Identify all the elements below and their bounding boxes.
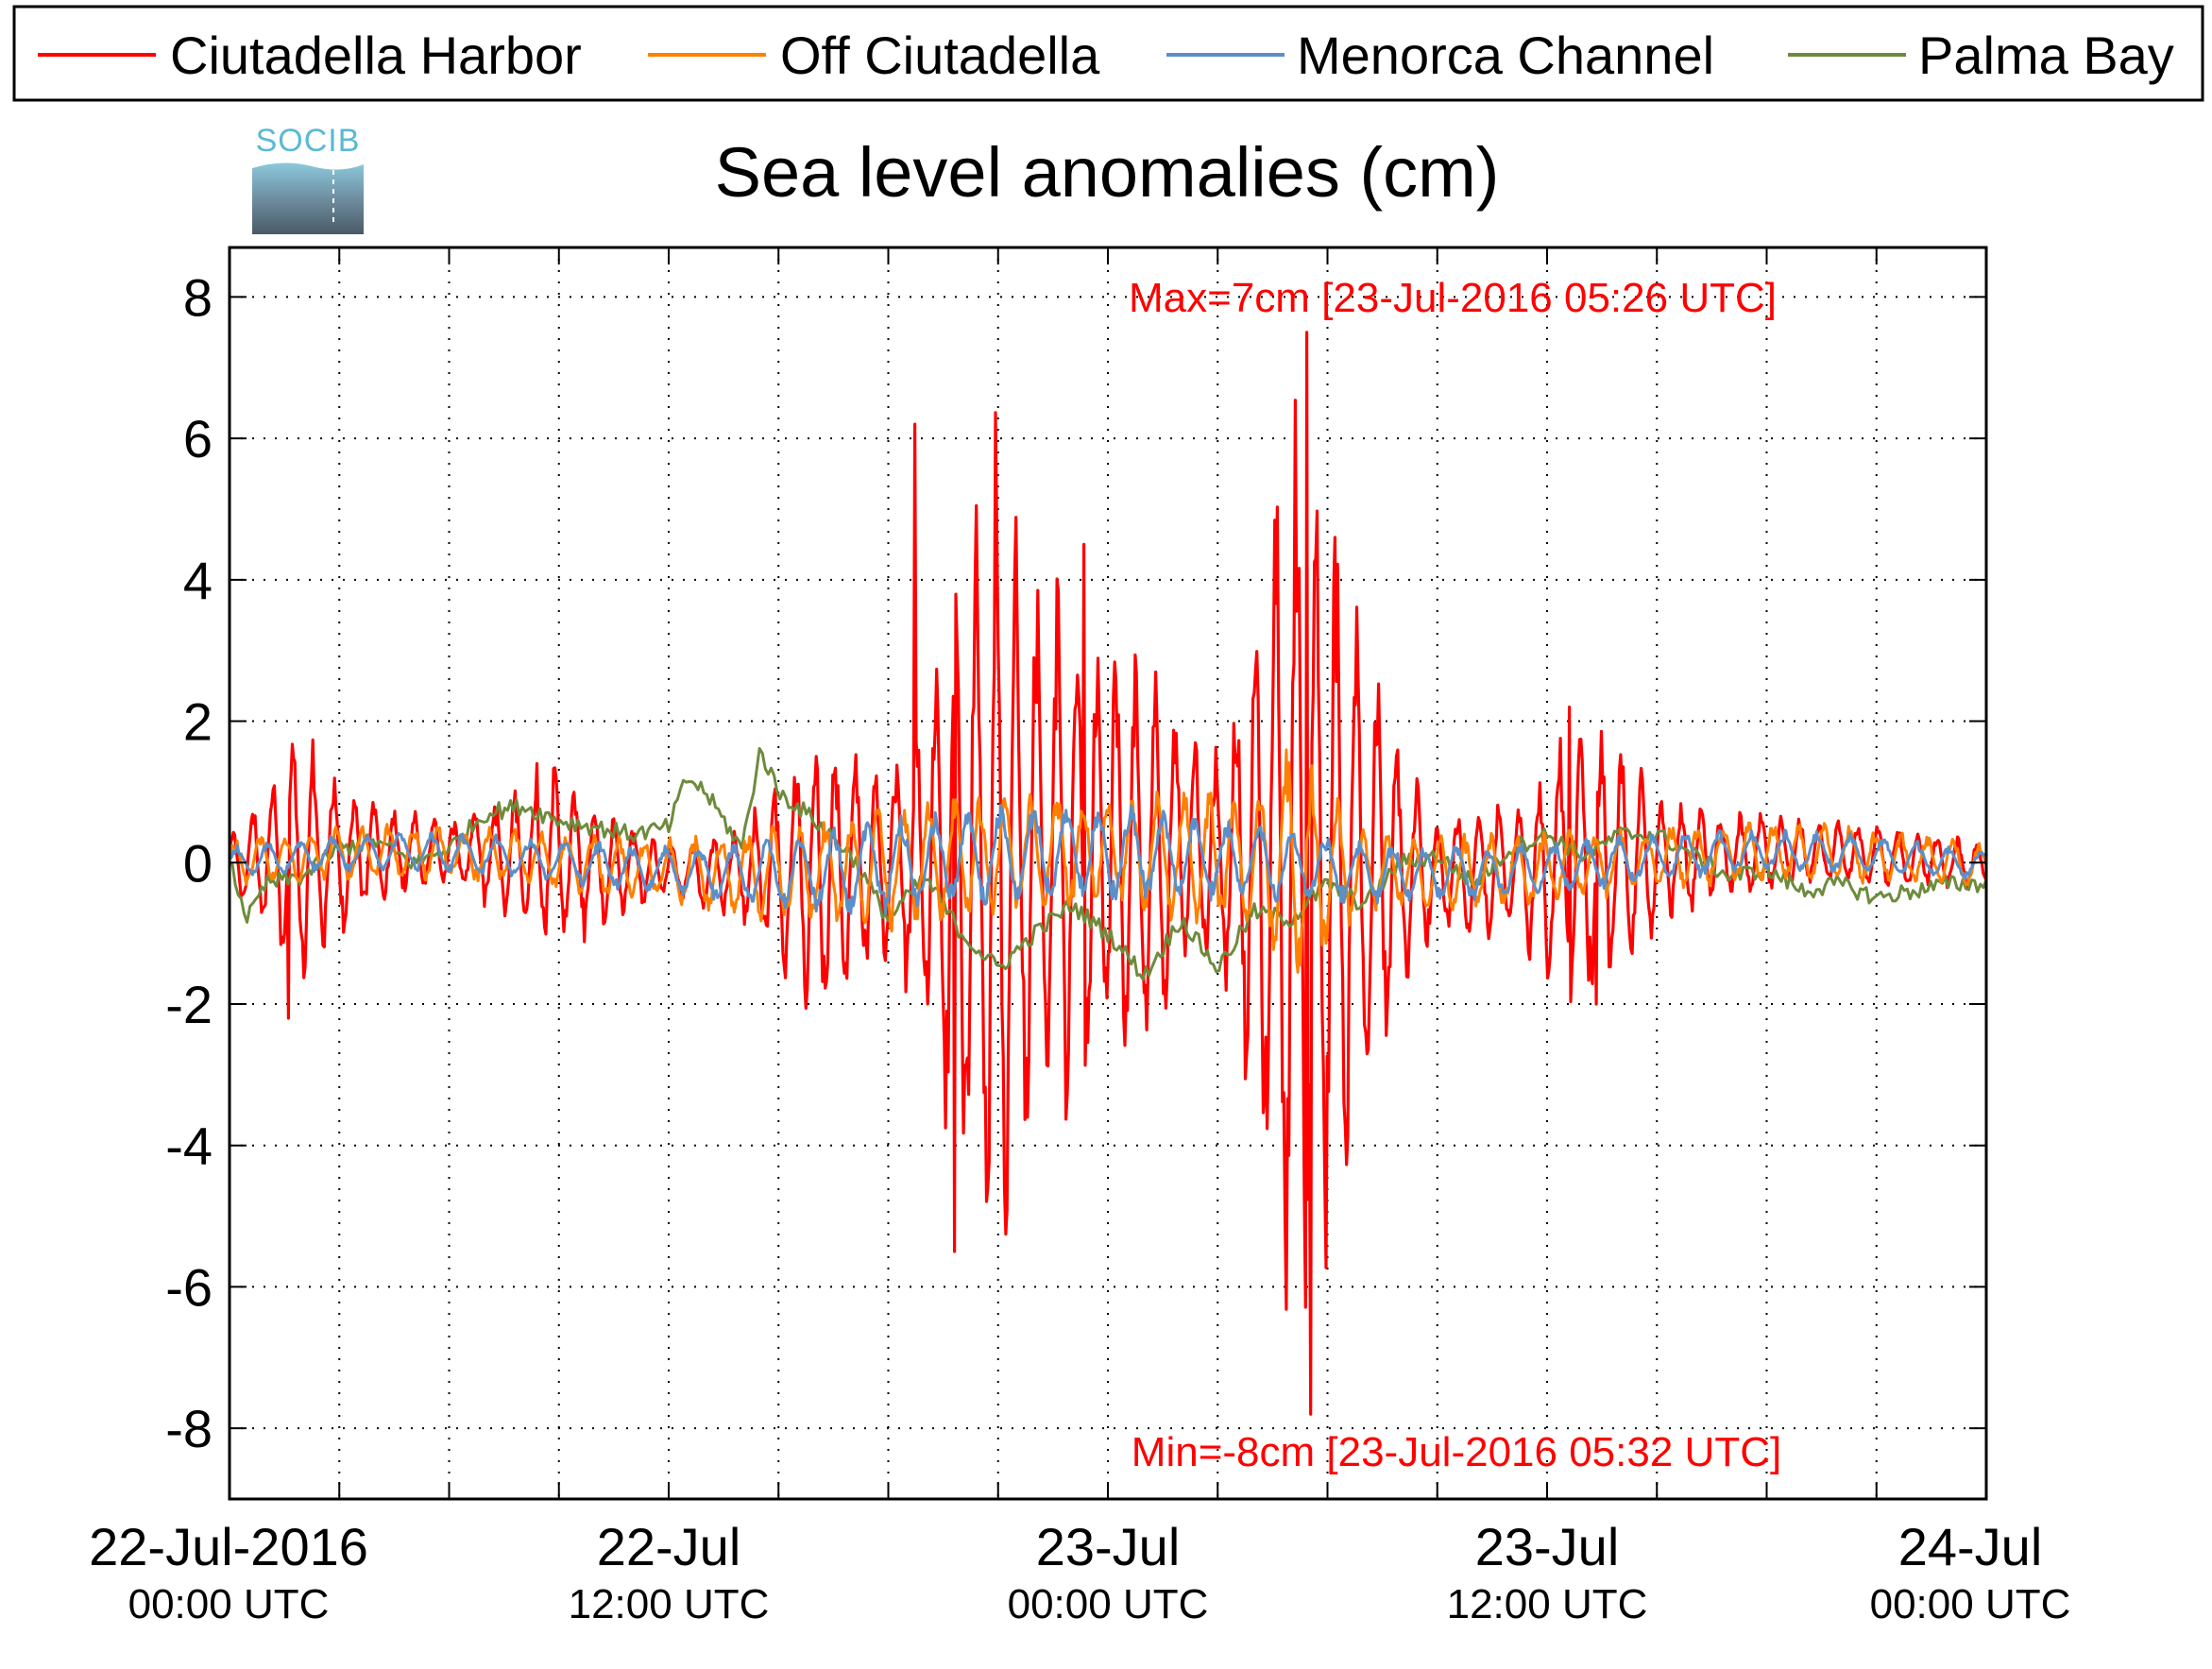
y-tick-label: 6: [183, 409, 213, 468]
max-annotation: Max=7cm [23-Jul-2016 05:26 UTC]: [1129, 275, 1777, 321]
y-tick-label: -2: [165, 975, 213, 1034]
socib-logo-wave: [252, 162, 364, 234]
legend-item-ciutadella-harbor: Ciutadella Harbor: [38, 26, 582, 85]
x-tick-time-label: 12:00 UTC: [569, 1581, 770, 1627]
x-tick-date-label: 23-Jul: [1475, 1517, 1620, 1576]
legend-item-palma-bay: Palma Bay: [1788, 26, 2174, 85]
legend-item-menorca-channel: Menorca Channel: [1166, 26, 1714, 85]
y-tick-label: -8: [165, 1399, 213, 1458]
y-tick-label: -6: [165, 1257, 213, 1317]
x-tick-date-label: 23-Jul: [1036, 1517, 1181, 1576]
legend-label-off-ciutadella: Off Ciutadella: [780, 26, 1100, 85]
x-tick-time-label: 00:00 UTC: [128, 1581, 330, 1627]
socib-logo: SOCIB: [252, 123, 364, 234]
series-line-ciutadella-harbor: [228, 331, 1987, 1416]
x-tick-date-label: 22-Jul-2016: [89, 1517, 368, 1576]
legend-item-off-ciutadella: Off Ciutadella: [648, 26, 1100, 85]
y-tick-label: -4: [165, 1116, 213, 1176]
grid-lines: [230, 247, 1986, 1499]
plot-frame: [228, 246, 1988, 1501]
axis-ticks: [230, 247, 1986, 1499]
chart-title: Sea level anomalies (cm): [715, 133, 1500, 212]
y-tick-label: 8: [183, 267, 213, 327]
series-line-menorca-channel: [229, 804, 1987, 915]
x-tick-time-label: 00:00 UTC: [1870, 1581, 2071, 1627]
y-tick-label: 2: [183, 692, 213, 752]
y-axis-tick-labels: -8 -6 -4 -2 0 2 4 6 8: [165, 267, 213, 1458]
y-tick-label: 0: [183, 833, 213, 893]
series-line-off-ciutadella: [228, 748, 1987, 974]
legend-label-menorca-channel: Menorca Channel: [1297, 26, 1714, 85]
x-axis-tick-labels: 22-Jul-2016 00:00 UTC 22-Jul 12:00 UTC 23-Ju…: [89, 1517, 2070, 1627]
x-tick-date-label: 24-Jul: [1898, 1517, 2043, 1576]
series-layer: [228, 331, 1988, 1416]
plot-area: [228, 246, 1988, 1501]
legend: Ciutadella Harbor Off Ciutadella Menorca…: [12, 5, 2204, 102]
socib-logo-text: SOCIB: [256, 123, 361, 159]
x-tick-time-label: 12:00 UTC: [1447, 1581, 1648, 1627]
x-tick-time-label: 00:00 UTC: [1008, 1581, 1209, 1627]
x-tick-date-label: 22-Jul: [597, 1517, 741, 1576]
legend-label-palma-bay: Palma Bay: [1918, 26, 2174, 85]
min-annotation: Min=-8cm [23-Jul-2016 05:32 UTC]: [1132, 1429, 1781, 1475]
legend-label-ciutadella-harbor: Ciutadella Harbor: [170, 26, 582, 85]
y-tick-label: 4: [183, 551, 213, 610]
